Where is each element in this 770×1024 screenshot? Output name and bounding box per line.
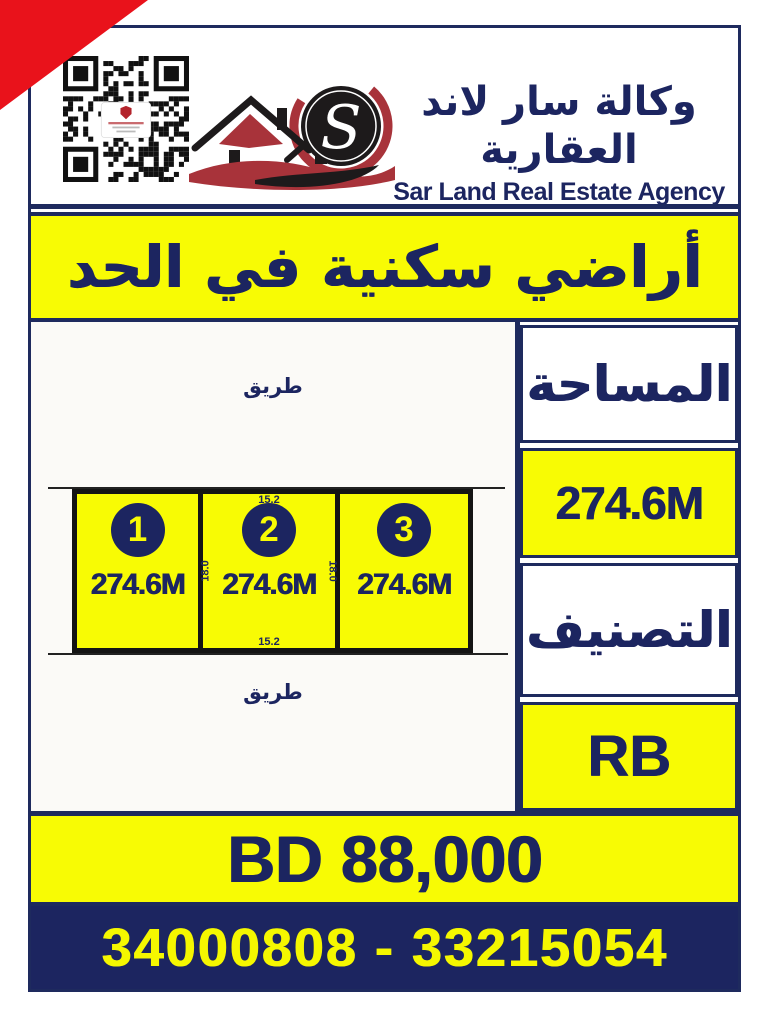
plot-2-width-bottom: 15.2 xyxy=(258,636,280,648)
plot-2: 15.2 15.2 18.0 18.0 2 274.6M xyxy=(199,489,340,653)
area-value: 274.6M xyxy=(555,477,703,529)
main-section: طريق 1 274.6M 15.2 15.2 18.0 18.0 2 274.… xyxy=(31,322,738,811)
area-label: المساحة xyxy=(526,355,732,413)
plot-3-area: 274.6M xyxy=(356,568,452,601)
agency-name-arabic: وكالة سار لاند العقارية xyxy=(421,79,697,173)
logo-monogram: S xyxy=(320,93,361,163)
listing-title: أراضي سكنية في الحد xyxy=(66,233,703,301)
plot-2-depth-left: 18.0 xyxy=(199,560,212,582)
plot-3-number-badge: 3 xyxy=(377,503,431,557)
road-boundary-line-top xyxy=(48,487,505,489)
area-value-box: 274.6M xyxy=(520,448,738,558)
plot-2-number-badge: 2 xyxy=(242,503,296,557)
road-label-bottom: طريق xyxy=(243,680,303,704)
classification-label: التصنيف xyxy=(526,601,732,659)
agency-name-english: Sar Land Real Estate Agency xyxy=(393,178,725,206)
specs-sidebar: المساحة 274.6M التصنيف RB xyxy=(520,322,738,811)
header-divider xyxy=(31,204,738,209)
plot-2-area: 274.6M xyxy=(221,568,317,601)
phone-bar: 34000808 - 33215054 xyxy=(31,906,738,989)
plot-1-area: 274.6M xyxy=(90,568,185,601)
plot-1-number-badge: 1 xyxy=(110,503,165,557)
price-bar: BD 88,000 xyxy=(31,811,738,906)
plot-2-width-top: 15.2 xyxy=(258,494,280,506)
house-logo-icon: S xyxy=(189,74,395,190)
plot-3: 3 274.6M xyxy=(340,489,473,653)
classification-value: RB xyxy=(587,724,671,789)
title-banner: أراضي سكنية في الحد xyxy=(31,212,738,322)
plot-map-panel: طريق 1 274.6M 15.2 15.2 18.0 18.0 2 274.… xyxy=(31,322,515,811)
phone-numbers: 34000808 - 33215054 xyxy=(101,917,668,978)
qr-code-icon xyxy=(63,56,189,182)
flyer-frame: S وكالة سار لاند العقارية Sar Land Real … xyxy=(28,25,741,992)
price-value: BD 88,000 xyxy=(226,822,543,896)
classification-value-box: RB xyxy=(520,702,738,811)
plot-2-depth-right: 18.0 xyxy=(326,560,339,582)
road-label-top: طريق xyxy=(243,374,303,398)
area-label-box: المساحة xyxy=(520,325,738,443)
plot-1: 1 274.6M xyxy=(72,489,203,653)
agency-brand-block: وكالة سار لاند العقارية Sar Land Real Es… xyxy=(383,78,735,207)
plots-row: 1 274.6M 15.2 15.2 18.0 18.0 2 274.6M 3 … xyxy=(72,489,473,653)
road-boundary-line-bottom xyxy=(48,653,508,655)
panel-divider xyxy=(515,322,520,811)
classification-label-box: التصنيف xyxy=(520,563,738,697)
header-section: S وكالة سار لاند العقارية Sar Land Real … xyxy=(31,28,738,207)
